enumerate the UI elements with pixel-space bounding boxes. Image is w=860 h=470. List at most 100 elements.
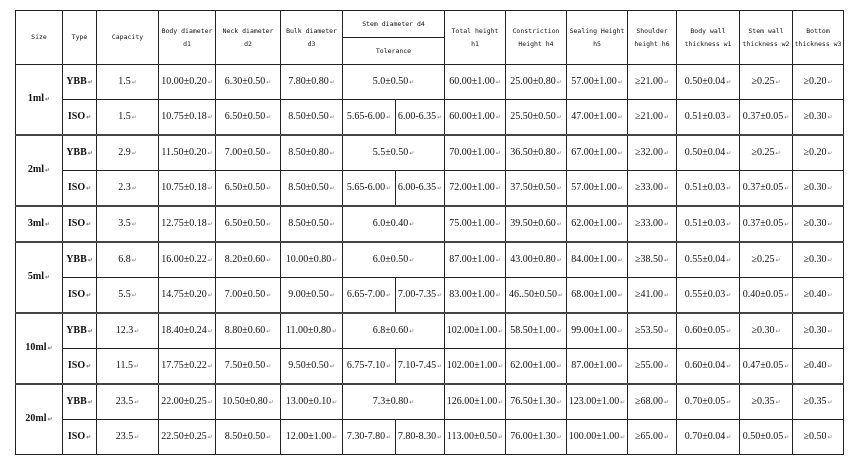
h5-cell: 123.00±1.00 xyxy=(566,383,628,420)
d3-cell: 7.80±0.80 xyxy=(280,64,343,100)
capacity-cell: 6.8 xyxy=(96,241,159,278)
d3-cell: 9.50±0.50 xyxy=(280,348,343,385)
w3-cell: ≥0.30 xyxy=(792,99,844,136)
type-cell: ISO xyxy=(62,170,97,207)
d1-cell: 10.00±0.20 xyxy=(158,64,216,100)
h4-cell: 37.50±0.50 xyxy=(505,170,567,207)
w1-cell: 0.55±0.04 xyxy=(676,241,740,278)
h4-cell: 62.00±1.00 xyxy=(505,348,567,385)
size-cell: 20ml xyxy=(15,383,63,455)
capacity-cell: 3.5 xyxy=(96,205,159,243)
type-cell: YBB xyxy=(62,383,97,420)
h4-cell: 58.50±1.00 xyxy=(505,312,567,349)
w1-cell: 0.51±0.03 xyxy=(676,170,740,207)
type-cell: YBB xyxy=(62,241,97,278)
w2-cell: 0.37±0.05 xyxy=(739,205,793,243)
header-type: Type xyxy=(62,10,97,65)
d2-cell: 10.50±0.80 xyxy=(215,383,281,420)
stem-diameter-max-cell: 6.00-6.35 xyxy=(395,170,445,207)
header-body-diameter: Body diameter d1 xyxy=(158,10,216,65)
w3-cell: ≥0.40 xyxy=(792,348,844,385)
w2-cell: 0.40±0.05 xyxy=(739,277,793,314)
d3-cell: 10.00±0.80 xyxy=(280,241,343,278)
type-cell: ISO xyxy=(62,419,97,455)
type-cell: ISO xyxy=(62,205,97,243)
h1-cell: 70.00±1.00 xyxy=(444,134,506,171)
d1-cell: 10.75±0.18 xyxy=(158,170,216,207)
d1-cell: 11.50±0.20 xyxy=(158,134,216,171)
h1-cell: 102.00±1.00 xyxy=(444,312,506,349)
table-row: 20mlYBB23.522.00±0.2510.50±0.8013.00±0.1… xyxy=(15,383,844,455)
stem-diameter-max-cell: 6.00-6.35 xyxy=(395,99,445,136)
h1-cell: 60.00±1.00 xyxy=(444,64,506,100)
d3-cell: 8.50±0.50 xyxy=(280,205,343,243)
size-cell: 5ml xyxy=(15,241,63,314)
type-cell: YBB xyxy=(62,64,97,100)
stem-diameter-max-cell: 7.00-7.35 xyxy=(395,277,445,314)
size-cell: 1ml xyxy=(15,64,63,136)
d1-cell: 10.75±0.18 xyxy=(158,99,216,136)
w3-cell: ≥0.50 xyxy=(792,419,844,455)
d3-cell: 8.50±0.80 xyxy=(280,134,343,171)
h6-cell: ≥21.00 xyxy=(627,64,677,100)
table-row: 5mlYBB6.816.00±0.228.20±0.6010.00±0.806.… xyxy=(15,241,844,314)
h1-cell: 113.00±0.50 xyxy=(444,419,506,455)
h4-cell: 43.00±0.80 xyxy=(505,241,567,278)
w2-cell: ≥0.35 xyxy=(739,383,793,420)
d3-cell: 9.00±0.50 xyxy=(280,277,343,314)
header-sealing-height: Sealing Height h5 xyxy=(566,10,628,65)
capacity-cell: 1.5 xyxy=(96,64,159,100)
h1-cell: 87.00±1.00 xyxy=(444,241,506,278)
table-row: ISO1.510.75±0.186.50±0.508.50±0.505.65-6… xyxy=(16,99,844,136)
w1-cell: 0.50±0.04 xyxy=(676,64,740,100)
type-cell: ISO xyxy=(62,277,97,314)
h5-cell: 99.00±1.00 xyxy=(566,312,628,349)
w2-cell: ≥0.30 xyxy=(739,312,793,349)
d2-cell: 6.50±0.50 xyxy=(215,99,281,136)
w2-cell: 0.37±0.05 xyxy=(739,99,793,136)
header-total-height: Total height h1 xyxy=(444,10,506,65)
h4-cell: 76.50±1.30 xyxy=(505,383,567,420)
d1-cell: 16.00±0.22 xyxy=(158,241,216,278)
stem-diameter-max-cell: 7.10-7.45 xyxy=(395,348,445,385)
d1-cell: 17.75±0.22 xyxy=(158,348,216,385)
d2-cell: 7.00±0.50 xyxy=(215,134,281,171)
capacity-cell: 12.3 xyxy=(96,312,159,349)
w3-cell: ≥0.40 xyxy=(792,277,844,314)
d1-cell: 18.40±0.24 xyxy=(158,312,216,349)
capacity-cell: 5.5 xyxy=(96,277,159,314)
d3-cell: 12.00±1.00 xyxy=(280,419,343,455)
header-bottom-thickness: Bottom thickness w3 xyxy=(792,10,844,65)
capacity-cell: 1.5 xyxy=(96,99,159,136)
stem-diameter-min-cell: 7.30-7.80 xyxy=(342,419,396,455)
stem-diameter-min-cell: 5.65-6.00 xyxy=(342,99,396,136)
d2-cell: 7.50±0.50 xyxy=(215,348,281,385)
type-cell: YBB xyxy=(62,134,97,171)
w3-cell: ≥0.20 xyxy=(792,64,844,100)
w3-cell: ≥0.35 xyxy=(792,383,844,420)
stem-diameter-cell: 6.8±0.60 xyxy=(342,312,445,349)
h1-cell: 83.00±1.00 xyxy=(444,277,506,314)
d1-cell: 22.00±0.25 xyxy=(158,383,216,420)
h5-cell: 68.00±1.00 xyxy=(566,277,628,314)
w2-cell: ≥0.25 xyxy=(739,64,793,100)
h1-cell: 60.00±1.00 xyxy=(444,99,506,136)
h6-cell: ≥38.50 xyxy=(627,241,677,278)
w1-cell: 0.60±0.05 xyxy=(676,312,740,349)
stem-diameter-cell: 7.3±0.80 xyxy=(342,383,445,420)
d2-cell: 8.50±0.50 xyxy=(215,419,281,455)
table-row: 2mlYBB2.911.50±0.207.00±0.508.50±0.805.5… xyxy=(15,134,844,207)
d3-cell: 8.50±0.50 xyxy=(280,170,343,207)
h5-cell: 47.00±1.00 xyxy=(566,99,628,136)
d2-cell: 8.80±0.60 xyxy=(215,312,281,349)
d1-cell: 14.75±0.20 xyxy=(158,277,216,314)
stem-diameter-cell: 6.0±0.40 xyxy=(342,205,445,243)
table-row: ISO5.514.75±0.207.00±0.509.00±0.506.65-7… xyxy=(16,277,844,314)
d2-cell: 7.00±0.50 xyxy=(215,277,281,314)
header-shoulder-height: Shoulder height h6 xyxy=(627,10,677,65)
d2-cell: 8.20±0.60 xyxy=(215,241,281,278)
type-cell: ISO xyxy=(62,348,97,385)
size-cell: 3ml xyxy=(15,205,63,243)
h5-cell: 62.00±1.00 xyxy=(566,205,628,243)
w3-cell: ≥0.30 xyxy=(792,312,844,349)
